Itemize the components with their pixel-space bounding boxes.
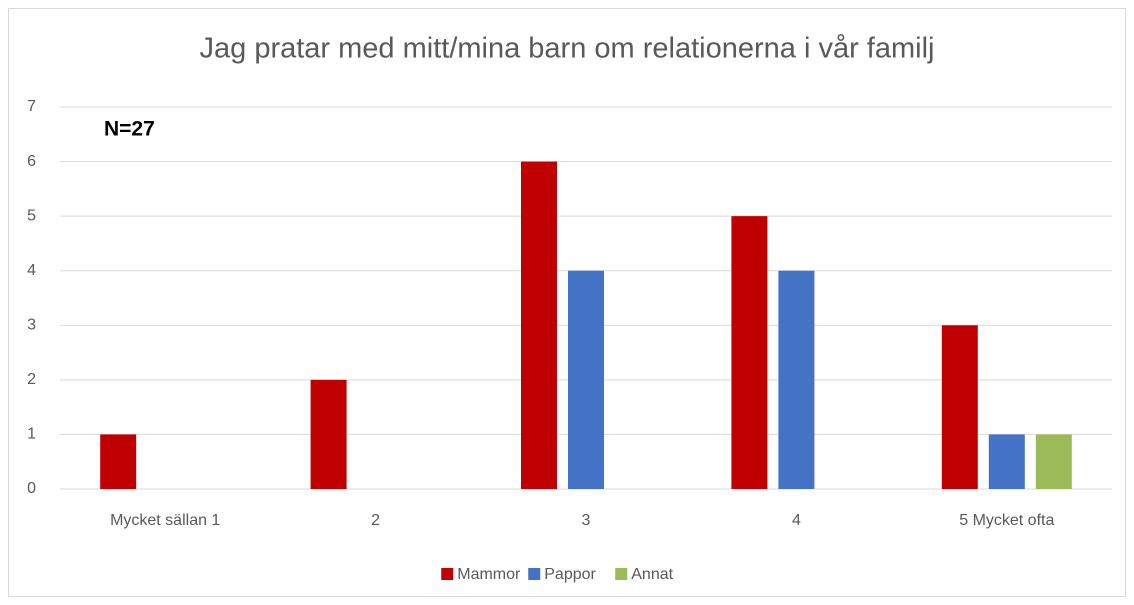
legend-label: Pappor bbox=[544, 566, 596, 583]
annotation: N=27 bbox=[104, 118, 155, 141]
y-tick-label: 6 bbox=[27, 153, 36, 170]
legend-label: Mammor bbox=[457, 566, 521, 583]
x-tick-label: 3 bbox=[582, 512, 591, 529]
bar bbox=[100, 434, 137, 489]
chart-title: Jag pratar med mitt/mina barn om relatio… bbox=[200, 33, 935, 65]
bar bbox=[1035, 434, 1072, 489]
y-tick-label: 0 bbox=[27, 480, 36, 497]
x-tick-label: 4 bbox=[792, 512, 801, 529]
legend-swatch bbox=[615, 568, 628, 580]
bar bbox=[941, 325, 978, 489]
y-tick-label: 4 bbox=[27, 262, 36, 279]
y-tick-label: 1 bbox=[27, 426, 36, 443]
y-tick-label: 3 bbox=[27, 317, 36, 334]
legend-label: Annat bbox=[631, 566, 673, 583]
bar bbox=[731, 216, 768, 489]
x-tick-label: 2 bbox=[371, 512, 380, 529]
y-tick-label: 5 bbox=[27, 207, 36, 224]
bar bbox=[310, 379, 347, 489]
x-tick-label: 5 Mycket ofta bbox=[959, 512, 1054, 529]
bar bbox=[521, 161, 557, 490]
legend-swatch bbox=[441, 568, 454, 580]
legend-swatch bbox=[528, 568, 541, 580]
bar bbox=[568, 270, 604, 489]
x-tick-label: Mycket sällan 1 bbox=[110, 512, 220, 529]
y-tick-label: 7 bbox=[27, 98, 36, 115]
bar bbox=[778, 270, 815, 489]
y-tick-label: 2 bbox=[27, 371, 36, 388]
chart-border bbox=[8, 8, 1126, 597]
bar bbox=[988, 434, 1025, 489]
